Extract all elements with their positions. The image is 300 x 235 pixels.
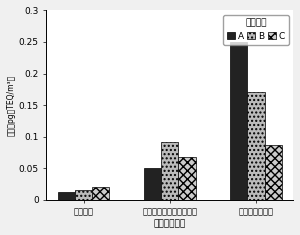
- Bar: [230, 42, 247, 200]
- Bar: [178, 157, 196, 200]
- Bar: [161, 142, 178, 200]
- Legend: A, B, C: A, B, C: [223, 15, 289, 45]
- X-axis label: 測定時の条件: 測定時の条件: [154, 219, 186, 228]
- Bar: [248, 92, 265, 200]
- Bar: [265, 145, 282, 200]
- Y-axis label: 濃度（pg・TEQ/m³）: 濃度（pg・TEQ/m³）: [7, 74, 16, 136]
- Bar: [58, 192, 75, 200]
- Bar: [92, 187, 110, 200]
- Bar: [75, 190, 92, 200]
- Bar: [144, 168, 161, 200]
